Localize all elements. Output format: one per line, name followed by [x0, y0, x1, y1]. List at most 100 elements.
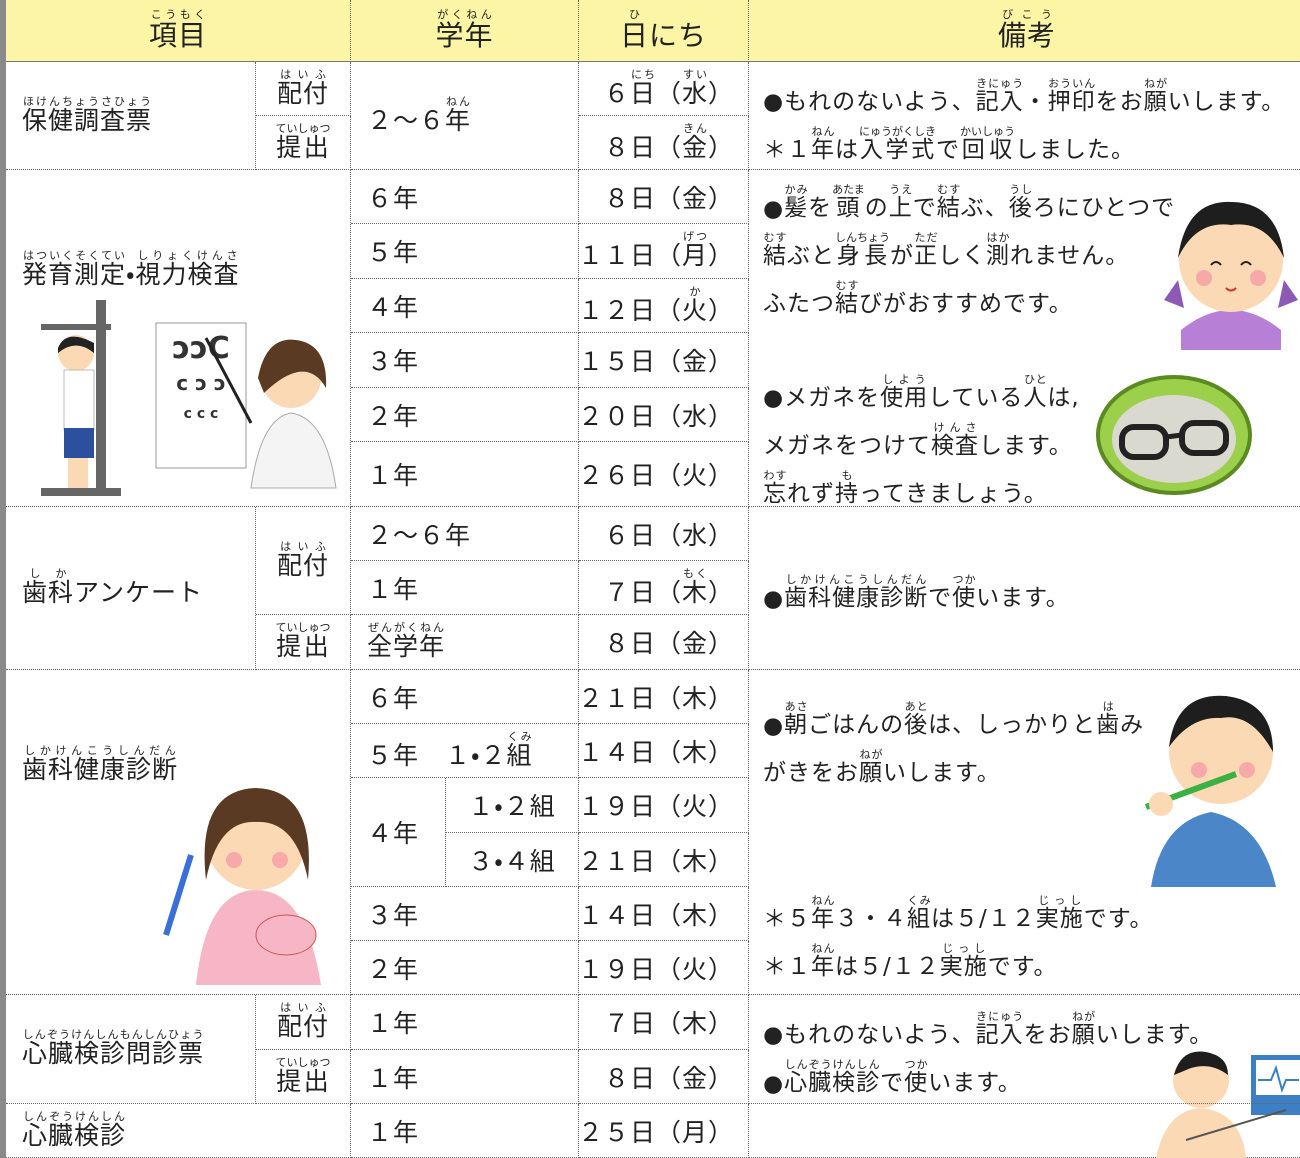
furigana: はいふ [276, 67, 329, 81]
ruby-base: 測 [986, 243, 1010, 269]
cell-line: 全学年ぜんがくねん [367, 621, 445, 663]
ruby-base: 金 [681, 132, 708, 162]
cell-line: ８日（金） [604, 1059, 734, 1095]
ruby-text: 人ひと [1023, 373, 1047, 412]
cell-line: 配付はいふ [277, 1001, 329, 1043]
furigana: むす [936, 183, 961, 196]
ruby-base: 木 [681, 577, 708, 607]
furigana: かいしゅう [960, 124, 1015, 138]
cell-line: 提出ていしゅつ [276, 1056, 331, 1098]
table-cell: １９日（火） [578, 778, 749, 833]
cell-frame [6, 670, 351, 995]
ruby-base: 人 [1023, 385, 1048, 411]
girl-illustration [1164, 201, 1298, 350]
ruby-base: 配付 [276, 78, 329, 108]
ruby-base: 水 [681, 78, 708, 108]
furigana: きにゅう [975, 76, 1024, 90]
text: は [835, 136, 859, 163]
text: ） [707, 577, 734, 607]
cell-line: １年 [367, 456, 419, 492]
cell-line: 日ひにち [620, 8, 707, 54]
furigana: つか [952, 573, 977, 586]
cell-line: １１日（月げつ） [578, 230, 734, 272]
furigana: しりょくけんさ [135, 249, 240, 262]
cell-line: ８日（金） [604, 624, 734, 660]
text: １１日（ [577, 241, 682, 270]
text: ● [763, 196, 785, 222]
ruby-base: 日 [629, 78, 656, 108]
table-cell: １年 [351, 995, 579, 1050]
table-cell: 配付はいふ [256, 995, 351, 1050]
text: います。 [928, 1070, 1022, 1096]
cell-line: ２５日（月） [578, 1113, 734, 1149]
text: いします。 [1095, 1022, 1214, 1048]
cell-line: １年 [367, 1113, 419, 1149]
cell-line: ４年 [367, 288, 419, 324]
table-cell: 配付はいふ [256, 507, 351, 615]
furigana: きん [681, 121, 708, 135]
svg-text:c ᴐ ᴐ: c ᴐ ᴐ [176, 371, 226, 395]
ruby-base: 使用 [880, 385, 929, 411]
text: ４年 [367, 819, 420, 848]
ruby-base: 配付 [276, 550, 329, 580]
furigana: ていしゅつ [275, 1055, 331, 1069]
glasses-illustration [1096, 375, 1252, 495]
table-cell: ８日（金） [579, 1050, 749, 1104]
text: びがおすすめです。 [859, 291, 1073, 317]
ruby-base: 後 [1008, 195, 1033, 221]
ruby-text: 提出ていしゅつ [275, 1056, 331, 1096]
table-cell: ８日（金きん） [579, 116, 749, 170]
text: ２年 [367, 401, 420, 431]
cell-line: ６日にち（水すい） [604, 68, 734, 110]
cell-line: ７日（木もく） [604, 567, 734, 609]
cell-line: ２０日（水） [578, 397, 734, 433]
ruby-text: 実施じっし [1036, 894, 1084, 933]
text: をお [1023, 1022, 1072, 1048]
ruby-text: 後うし [1009, 183, 1033, 222]
cell-line: ８日（金きん） [604, 122, 734, 164]
dental-girl-illustration [163, 788, 321, 985]
cell-line: 保健調査票ほけんちょうさひょう [22, 95, 152, 137]
table-cell: １１日（月げつ） [578, 224, 749, 279]
ruby-base: 配付 [276, 1012, 329, 1041]
furigana: はいふ [276, 539, 329, 553]
ruby-base: 視力検査 [135, 260, 240, 289]
furigana: あたま [832, 183, 865, 196]
ruby-text: 金きん [681, 122, 708, 162]
ruby-text: 結むす [763, 231, 787, 270]
furigana: ていしゅつ [275, 121, 331, 135]
text: １年 [367, 461, 420, 490]
text: で [928, 585, 953, 611]
text: １４日（木） [577, 900, 734, 930]
text: １４日（木） [577, 737, 734, 767]
table-cell: １年 [351, 1050, 579, 1104]
text: の [864, 195, 889, 221]
text: １年 [367, 1063, 420, 1093]
cell-line: 学年がくねん [435, 8, 493, 54]
cell-line: ふたつ 結むす びがおすすめです。 [763, 270, 1073, 318]
text: です。 [987, 953, 1058, 980]
furigana: はか [986, 231, 1010, 244]
furigana: しか [22, 567, 75, 580]
text: は, [1047, 385, 1080, 411]
ruby-base: 提出 [275, 1066, 331, 1096]
furigana: わす [763, 469, 787, 482]
text: が [890, 243, 914, 269]
cell-line: ●もれのないよう、 記入きにゅう をお 願ねが いします。 [763, 1001, 1213, 1049]
ruby-text: 正ただ [914, 231, 938, 270]
text: で [912, 195, 937, 221]
ruby-text: 保健調査票ほけんちょうさひょう [22, 95, 152, 135]
table-cell: ●もれのないよう、 記入きにゅう をお 願ねが いします。 ● 心臓検診しんぞうけんしんで使… [749, 995, 1300, 1104]
furigana: きにゅう [975, 1010, 1024, 1023]
furigana: あさ [784, 700, 809, 713]
ruby-text: 発育測定はついくそくてい [22, 249, 126, 289]
ruby-base: 記入 [975, 88, 1024, 115]
table-cell: ７日（木もく） [579, 561, 749, 615]
ruby-base: 項目 [148, 18, 207, 52]
cell-line: 提出ていしゅつ [276, 122, 331, 164]
text: ＊１ [763, 136, 811, 163]
cell-line: 提出ていしゅつ [276, 621, 331, 663]
table-cell: 学年がくねん [351, 0, 579, 62]
text: ５年 １・２ [367, 740, 507, 770]
ruby-base: 結 [835, 291, 859, 317]
